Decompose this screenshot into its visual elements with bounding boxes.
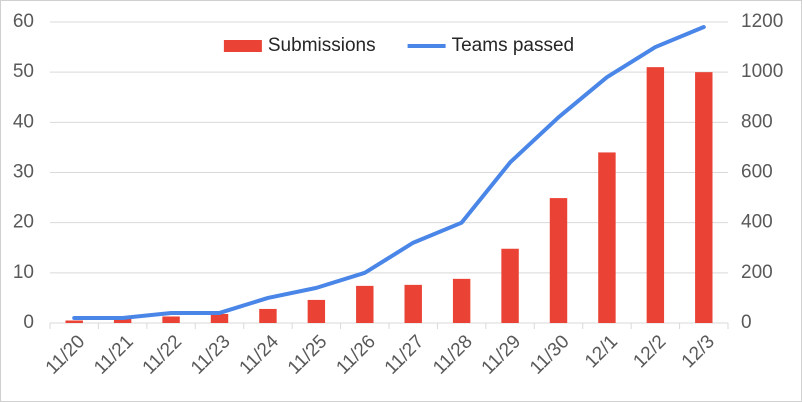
bar xyxy=(452,278,471,323)
y2-tick-label: 400 xyxy=(741,212,773,233)
bar xyxy=(404,284,422,323)
legend: Submissions Teams passed xyxy=(223,35,575,56)
legend-swatch xyxy=(223,40,262,52)
y2-tick-label: 800 xyxy=(741,111,773,132)
y2-tick-label: 200 xyxy=(741,262,773,283)
legend-item: Teams passed xyxy=(407,35,575,56)
bar xyxy=(65,320,83,323)
bar xyxy=(598,152,616,323)
bar xyxy=(307,299,326,323)
bar xyxy=(259,308,277,323)
y2-tick-label: 1200 xyxy=(741,11,783,32)
legend-item: Submissions xyxy=(223,35,376,56)
bar xyxy=(549,198,568,323)
y-tick-label: 40 xyxy=(13,111,34,132)
line xyxy=(72,25,706,320)
y2-tick-label: 1000 xyxy=(741,61,783,82)
bar xyxy=(210,313,229,323)
bar xyxy=(695,72,713,324)
legend-label: Submissions xyxy=(268,35,376,56)
y2-tick-label: 600 xyxy=(741,162,773,183)
bar xyxy=(646,67,665,324)
bar xyxy=(113,317,132,323)
y-tick-label: 20 xyxy=(13,212,34,233)
bar xyxy=(501,248,519,323)
y2-tick-label: 0 xyxy=(741,312,752,333)
y-tick-label: 30 xyxy=(13,162,34,183)
y-tick-label: 60 xyxy=(13,11,34,32)
y-tick-label: 10 xyxy=(13,262,34,283)
y-tick-label: 50 xyxy=(13,61,34,82)
bar xyxy=(356,285,374,323)
legend-label: Teams passed xyxy=(452,35,575,56)
y-tick-label: 0 xyxy=(23,312,34,333)
bar xyxy=(162,316,180,323)
